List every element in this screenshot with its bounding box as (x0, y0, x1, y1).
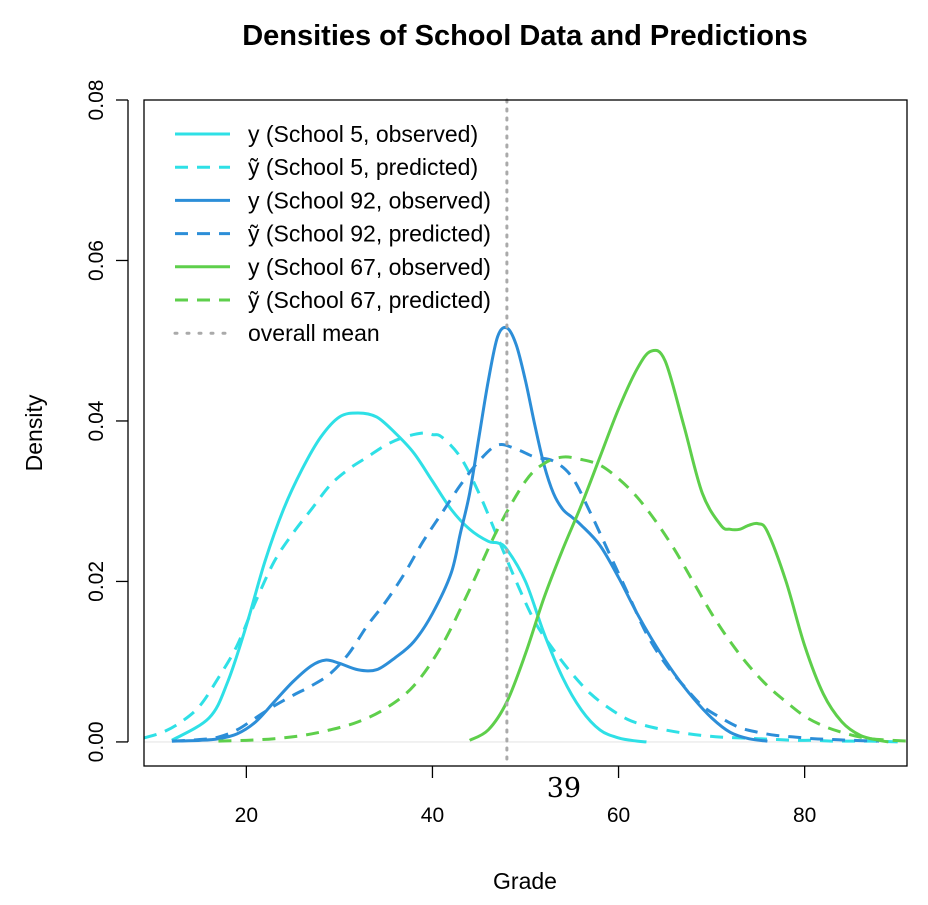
overall-mean-marker: 39 (505, 98, 581, 804)
y-tick-label: 0.08 (85, 80, 108, 121)
legend-item-school-92-predicted: ỹ (School 92, predicted) (175, 221, 491, 247)
series-line-y-school-67-observed (468, 348, 889, 744)
legend-item-y-school-92-observed: y (School 92, observed) (175, 187, 491, 213)
overall-mean-value-label: 39 (547, 773, 581, 804)
x-tick-label: 20 (235, 804, 258, 827)
series-line-school-5-predicted (143, 431, 898, 744)
y-tick-label: 0.06 (85, 240, 108, 281)
legend-label: y (School 67, observed) (248, 254, 491, 280)
series-line-school-67-predicted (218, 455, 908, 743)
x-tick-label: 40 (421, 804, 444, 827)
legend-item-school-5-predicted: ỹ (School 5, predicted) (175, 154, 478, 180)
x-axis: 20 40 60 80 (235, 766, 816, 827)
legend-item-overall-mean: overall mean (173, 320, 380, 346)
y-tick-label: 0.00 (85, 721, 108, 762)
legend: y (School 5, observed) ỹ (School 5, predi… (173, 121, 491, 346)
legend-item-y-school-5-observed: y (School 5, observed) (175, 121, 478, 147)
series-line-school-92-predicted (171, 443, 880, 743)
x-axis-label: Grade (493, 868, 557, 894)
legend-label: ỹ (School 5, predicted) (248, 154, 478, 180)
legend-label: overall mean (248, 320, 380, 346)
y-tick-label: 0.02 (85, 561, 108, 602)
legend-label: y (School 92, observed) (248, 187, 491, 213)
legend-item-school-67-predicted: ỹ (School 67, predicted) (175, 287, 491, 313)
density-curves (143, 325, 908, 744)
series-line-y-school-92-observed (171, 325, 768, 743)
y-axis: 0.00 0.02 0.04 0.06 0.08 (85, 80, 129, 762)
x-tick-label: 60 (607, 804, 630, 827)
legend-label: ỹ (School 92, predicted) (248, 221, 491, 247)
y-axis-label: Density (21, 394, 47, 471)
legend-item-y-school-67-observed: y (School 67, observed) (175, 254, 491, 280)
series-line-y-school-5-observed (171, 411, 647, 744)
chart-title: Densities of School Data and Predictions (242, 20, 808, 52)
legend-label: y (School 5, observed) (248, 121, 478, 147)
plot-frame (143, 99, 908, 767)
legend-label: ỹ (School 67, predicted) (248, 287, 491, 313)
y-tick-label: 0.04 (85, 400, 108, 441)
x-tick-label: 80 (793, 804, 816, 827)
